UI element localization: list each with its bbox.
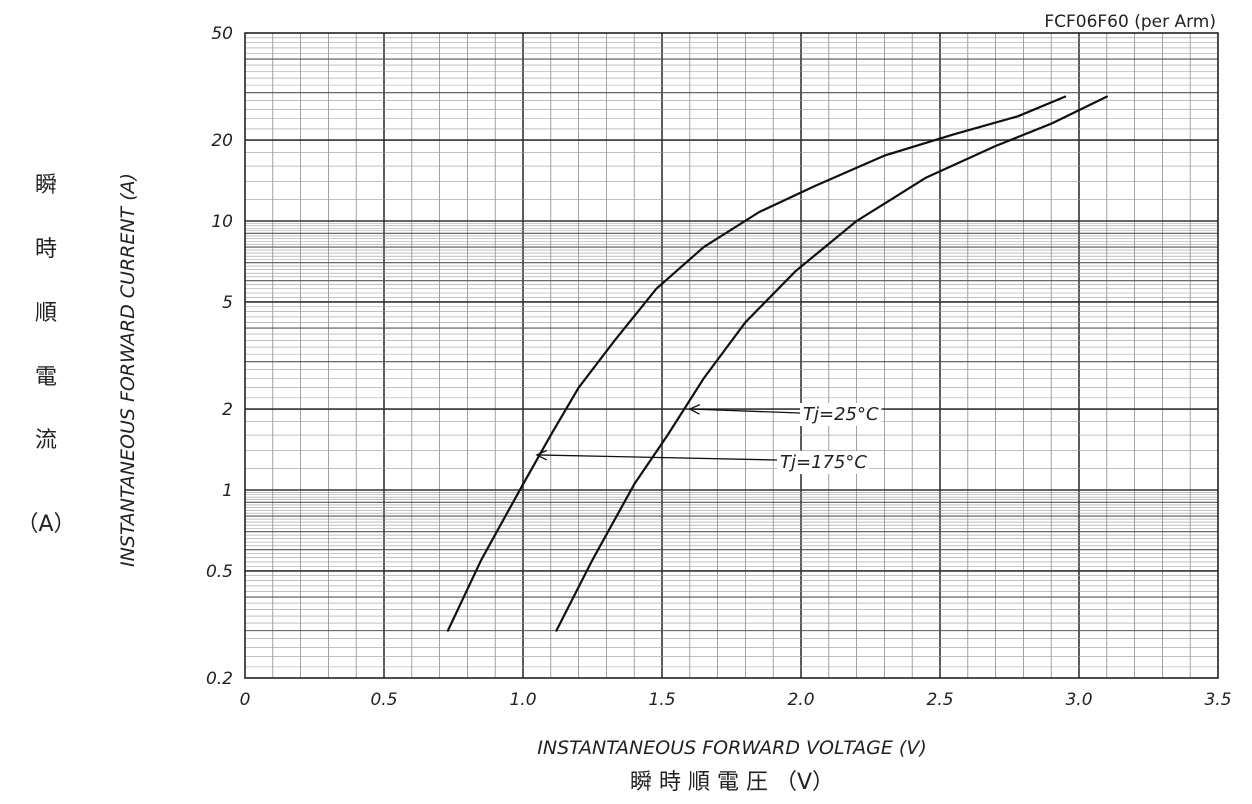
y-tick-label: 0.2	[206, 669, 233, 689]
x-tick-label: 3.0	[1065, 690, 1092, 710]
y-tick-label: 1	[222, 481, 233, 501]
x-tick-label: 2.5	[926, 690, 953, 710]
annotation-label: Tj=25°C	[803, 404, 879, 425]
y-tick-label: 2	[222, 400, 233, 420]
y-axis-label-jp-char: （A）	[16, 512, 75, 537]
x-tick-label: 0	[240, 690, 251, 710]
y-axis-label-jp-char: 時	[35, 237, 57, 262]
x-axis-label-jp: 瞬 時 順 電 圧 （V）	[630, 770, 834, 795]
y-axis-label-jp-char: 電	[35, 365, 57, 390]
y-axis-label-jp-char: 流	[35, 428, 57, 453]
y-tick-label: 20	[211, 131, 233, 151]
y-axis-label-jp-char: 順	[35, 301, 57, 326]
y-axis-label: INSTANTANEOUS FORWARD CURRENT (A)	[117, 173, 139, 567]
y-tick-label: 10	[211, 212, 233, 232]
chart-title: FCF06F60 (per Arm)	[1044, 12, 1216, 32]
y-tick-label: 0.5	[206, 562, 233, 582]
y-tick-label: 50	[211, 24, 233, 44]
annotation-label: Tj=175°C	[780, 452, 867, 473]
x-tick-label: 1.5	[648, 690, 675, 710]
x-tick-label: 2.0	[787, 690, 814, 710]
x-tick-label: 0.5	[370, 690, 397, 710]
y-tick-label: 5	[222, 293, 233, 313]
x-tick-label: 1.0	[509, 690, 536, 710]
y-axis-label-jp-char: 瞬	[35, 173, 57, 198]
x-tick-label: 3.5	[1204, 690, 1231, 710]
x-axis-label: INSTANTANEOUS FORWARD VOLTAGE (V)	[537, 737, 926, 759]
